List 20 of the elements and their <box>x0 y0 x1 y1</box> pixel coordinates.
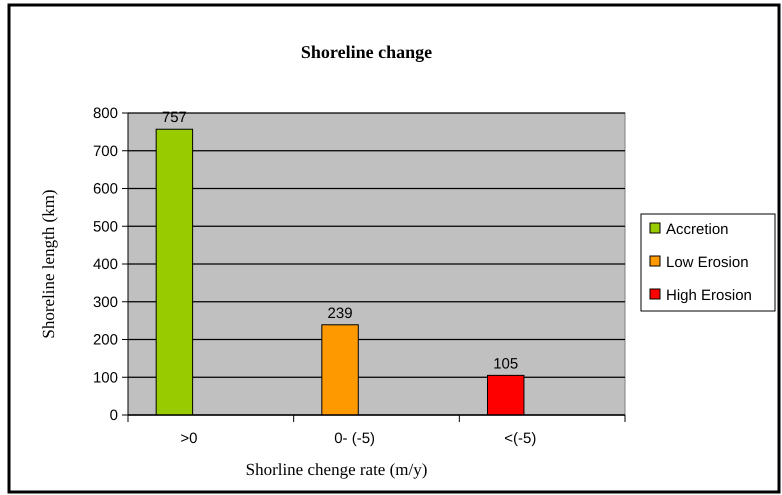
y-tick-label: 100 <box>92 369 118 386</box>
y-tick-label: 600 <box>92 180 118 198</box>
x-tick-label: <(-5) <box>504 430 536 447</box>
y-tick-label: 800 <box>92 105 118 122</box>
y-tick-label: 400 <box>92 256 118 273</box>
y-tick-label: 200 <box>92 332 118 348</box>
y-tick-label: 0 <box>110 407 118 424</box>
x-axis-title: Shorline chenge rate (m/y) <box>246 460 428 479</box>
x-tick-label: 0- (-5) <box>334 430 376 447</box>
y-tick-label: 700 <box>92 142 118 160</box>
legend-label: Low Erosion <box>666 254 749 271</box>
y-tick-label: 300 <box>92 294 118 311</box>
data-label: 239 <box>328 304 353 322</box>
y-axis-title: Shoreline length (km) <box>39 189 58 339</box>
chart-title: Shoreline change <box>300 42 432 62</box>
data-label: 105 <box>493 355 518 372</box>
x-tick-label: >0 <box>180 430 198 447</box>
legend-label: High Erosion <box>666 287 752 304</box>
y-tick-label: 500 <box>92 218 118 236</box>
legend-label: Accretion <box>666 221 729 238</box>
